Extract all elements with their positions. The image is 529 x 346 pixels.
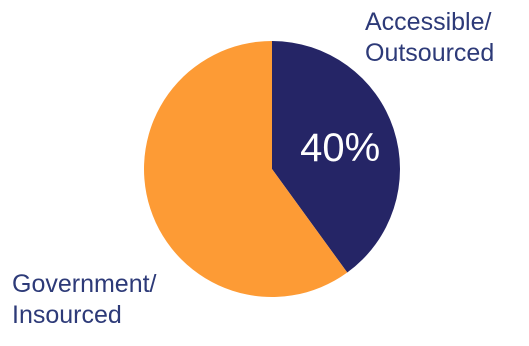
pie-slice-0 — [272, 41, 400, 273]
slice-label-line: Government/ — [12, 270, 157, 298]
slices-layer — [143, 41, 400, 297]
slice-value-label-0: 40% — [300, 126, 380, 170]
value-labels-layer: 40% — [300, 126, 380, 170]
slice-label-line: Outsourced — [365, 39, 495, 67]
slice-label-accessible-outsourced: Accessible/ Outsourced — [365, 7, 494, 69]
slice-label-government-insourced: Government/ Insourced — [12, 269, 157, 331]
slice-label-line: Insourced — [12, 301, 122, 329]
slice-label-line: Accessible/ — [365, 8, 492, 36]
pie-slice-1 — [143, 41, 348, 297]
